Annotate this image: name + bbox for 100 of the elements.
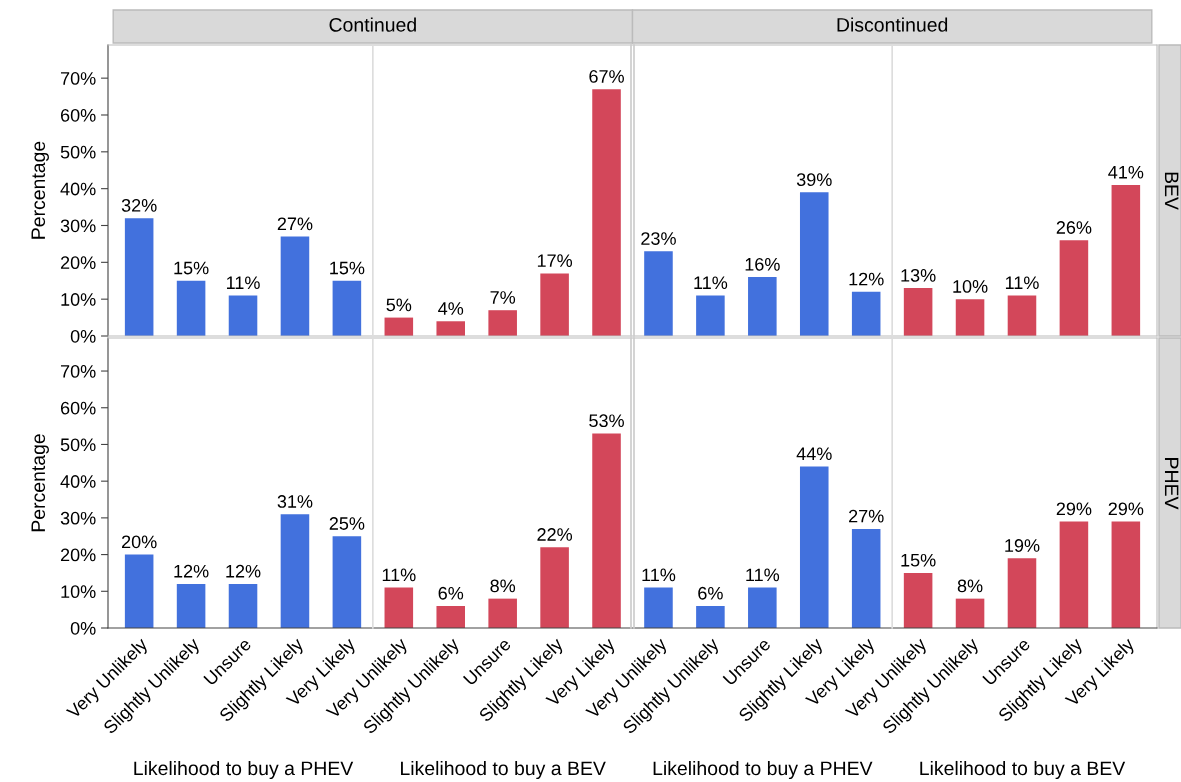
bar — [1059, 240, 1089, 336]
bar — [1007, 558, 1037, 628]
data-label: 67% — [589, 70, 624, 83]
bar — [1059, 521, 1089, 628]
data-label: 19% — [1005, 539, 1040, 552]
y-tick-label: 30% — [60, 511, 96, 525]
bar — [696, 295, 725, 336]
data-label: 29% — [1108, 502, 1144, 516]
y-tick-label: 50% — [60, 145, 96, 159]
bar — [644, 587, 673, 628]
bar — [228, 295, 258, 336]
y-tick-label: 40% — [60, 182, 96, 196]
data-label: 27% — [277, 217, 313, 231]
bar — [851, 291, 881, 336]
bar — [384, 317, 414, 336]
bar — [696, 605, 725, 628]
data-label: 53% — [589, 414, 624, 428]
data-label: 13% — [901, 268, 936, 282]
bar — [124, 554, 154, 628]
data-label: 26% — [1056, 221, 1092, 234]
text: Discontinued — [837, 17, 948, 32]
bar — [488, 598, 517, 628]
y-tick-label: 0% — [70, 621, 96, 635]
bar — [748, 277, 777, 336]
data-label: 5% — [386, 298, 412, 312]
y2-axis-title: PHEV — [1164, 458, 1179, 510]
bar — [228, 583, 258, 628]
y2-axis-title: BEV — [1164, 172, 1179, 210]
data-label: 12% — [226, 564, 261, 578]
y-tick-label: 0% — [70, 329, 96, 343]
bar — [1111, 521, 1141, 628]
data-label: 41% — [1108, 165, 1144, 179]
bar — [280, 236, 310, 336]
y-axis-title: Percentage — [31, 141, 49, 239]
y-tick-label: 30% — [60, 219, 96, 233]
data-label: 12% — [849, 272, 884, 286]
y-tick-label: 40% — [60, 475, 96, 488]
text: Likelihood to buy a PHEV — [653, 760, 873, 780]
data-label: 11% — [746, 568, 780, 582]
bar — [851, 528, 881, 628]
bar — [748, 587, 777, 628]
data-label: 12% — [174, 564, 209, 578]
y-tick-label: 70% — [60, 364, 96, 378]
data-label: 39% — [796, 173, 832, 186]
data-label: 11% — [382, 568, 416, 582]
y-tick-label: 20% — [60, 256, 96, 270]
data-label: 15% — [330, 261, 365, 275]
bar — [799, 466, 829, 628]
data-label: 32% — [121, 198, 157, 212]
data-label: 17% — [537, 254, 573, 267]
bar — [488, 310, 517, 336]
data-label: 4% — [438, 302, 464, 315]
bar — [332, 280, 362, 336]
data-label: 6% — [438, 586, 464, 600]
bar — [955, 598, 985, 628]
bar — [436, 605, 466, 628]
y-tick-label: 20% — [60, 548, 96, 562]
data-label: 23% — [641, 232, 676, 245]
data-label: 10% — [953, 280, 988, 293]
bar — [124, 218, 154, 336]
data-label: 11% — [694, 276, 728, 290]
y-tick-label: 50% — [60, 438, 96, 452]
bar — [176, 280, 206, 336]
bar — [540, 273, 569, 336]
bar — [540, 547, 569, 628]
data-label: 8% — [957, 579, 983, 593]
text: Continued — [329, 17, 416, 32]
text: Likelihood to buy a PHEV — [134, 760, 354, 780]
bar — [592, 89, 621, 336]
y-axis-title: Percentage — [31, 434, 49, 532]
data-label: 31% — [277, 495, 313, 508]
text: Likelihood to buy a BEV — [401, 760, 606, 780]
data-label: 7% — [490, 291, 516, 304]
y-tick-label: 70% — [60, 72, 96, 85]
bar — [799, 192, 829, 336]
y-tick-label: 60% — [60, 108, 96, 122]
bar — [1111, 184, 1141, 336]
bar — [176, 583, 206, 628]
bar — [644, 251, 673, 336]
data-label: 11% — [226, 276, 260, 290]
data-label: 20% — [122, 535, 157, 549]
data-label: 8% — [490, 579, 516, 593]
y-tick-label: 10% — [61, 585, 96, 599]
data-label: 44% — [796, 447, 832, 461]
bar — [955, 299, 985, 336]
data-label: 11% — [642, 568, 676, 582]
data-label: 6% — [698, 586, 723, 600]
data-label: 15% — [901, 553, 936, 567]
bar — [280, 514, 310, 628]
bar — [436, 321, 466, 336]
bar — [332, 536, 362, 628]
data-label: 29% — [1056, 502, 1092, 516]
bar — [903, 572, 933, 628]
data-label: 11% — [1005, 276, 1039, 290]
bar — [903, 288, 933, 336]
data-label: 27% — [849, 509, 884, 523]
bar — [384, 587, 414, 628]
y-tick-label: 60% — [60, 401, 96, 415]
data-label: 15% — [174, 261, 209, 275]
data-label: 25% — [329, 517, 365, 530]
